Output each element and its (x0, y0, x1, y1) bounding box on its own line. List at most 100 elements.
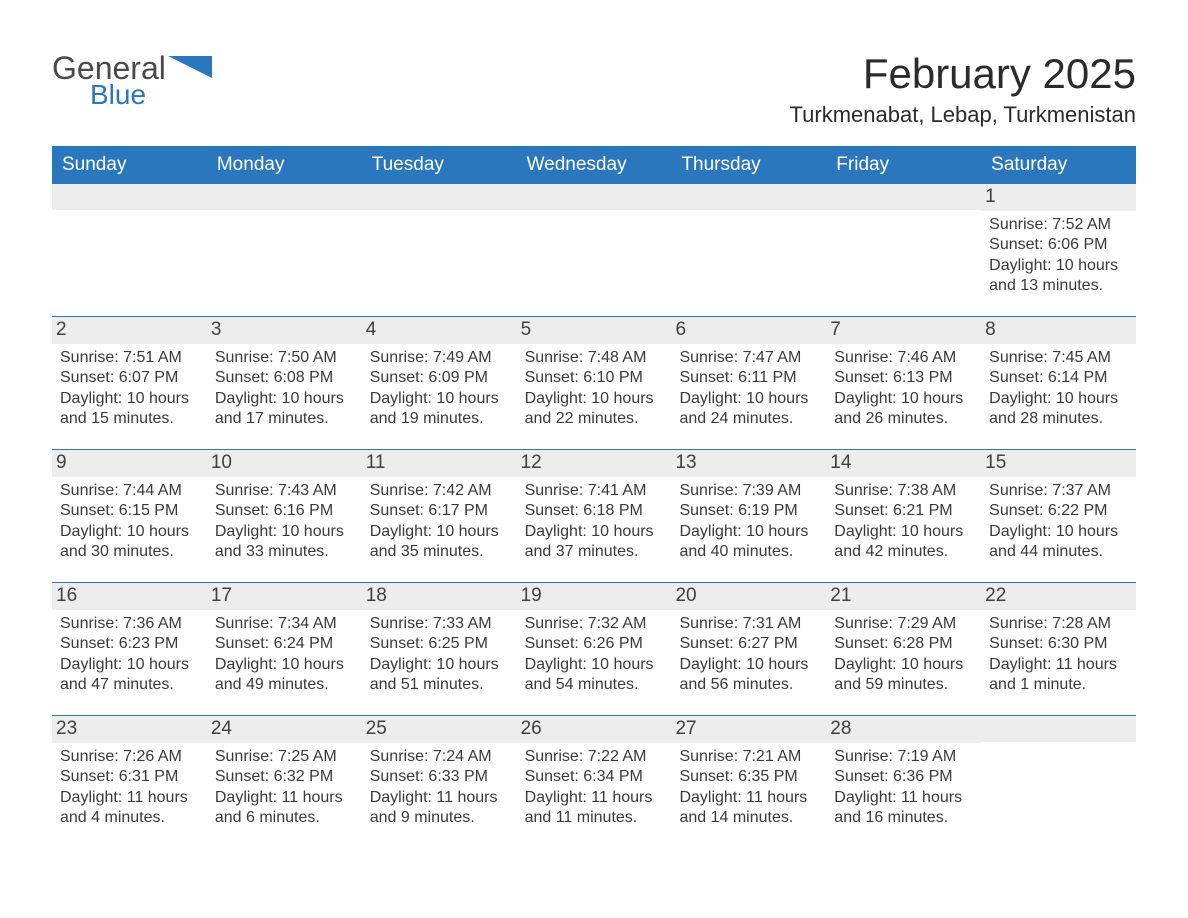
day-number: 9 (52, 450, 207, 477)
day-detail: Sunrise: 7:19 AMSunset: 6:36 PMDaylight:… (834, 747, 973, 829)
day-number: 7 (826, 317, 981, 344)
day-detail: Sunrise: 7:24 AMSunset: 6:33 PMDaylight:… (370, 747, 509, 829)
day-detail: Sunrise: 7:26 AMSunset: 6:31 PMDaylight:… (60, 747, 199, 829)
weekday-header: Thursday (671, 148, 826, 184)
day-number: 3 (207, 317, 362, 344)
day-detail: Sunrise: 7:37 AMSunset: 6:22 PMDaylight:… (989, 481, 1128, 563)
day-number: 5 (517, 317, 672, 344)
day-cell (362, 184, 517, 316)
day-detail: Sunrise: 7:38 AMSunset: 6:21 PMDaylight:… (834, 481, 973, 563)
location-subtitle: Turkmenabat, Lebap, Turkmenistan (790, 102, 1136, 128)
day-number: 1 (981, 184, 1136, 211)
day-detail: Sunrise: 7:21 AMSunset: 6:35 PMDaylight:… (679, 747, 818, 829)
day-cell (517, 184, 672, 316)
day-detail: Sunrise: 7:44 AMSunset: 6:15 PMDaylight:… (60, 481, 199, 563)
day-cell: 18 Sunrise: 7:33 AMSunset: 6:25 PMDayligh… (362, 583, 517, 715)
day-cell: 24 Sunrise: 7:25 AMSunset: 6:32 PMDayligh… (207, 716, 362, 848)
day-cell: 22Sunrise: 7:28 AMSunset: 6:30 PMDayligh… (981, 583, 1136, 715)
day-cell: 11 Sunrise: 7:42 AMSunset: 6:17 PMDayligh… (362, 450, 517, 582)
logo: General Blue (52, 50, 212, 111)
day-number: 20 (671, 583, 826, 610)
week-row: 23 Sunrise: 7:26 AMSunset: 6:31 PMDayligh… (52, 715, 1136, 848)
day-cell: 7 Sunrise: 7:46 AMSunset: 6:13 PMDaylight… (826, 317, 981, 449)
day-detail: Sunrise: 7:31 AMSunset: 6:27 PMDaylight:… (679, 614, 818, 696)
day-number (362, 184, 517, 210)
day-number: 12 (517, 450, 672, 477)
day-number: 26 (517, 716, 672, 743)
calendar-body: 1 Sunrise: 7:52 AMSunset: 6:06 PMDaylight… (52, 184, 1136, 848)
day-cell: 14Sunrise: 7:38 AMSunset: 6:21 PMDayligh… (826, 450, 981, 582)
week-row: 16Sunrise: 7:36 AMSunset: 6:23 PMDayligh… (52, 582, 1136, 715)
month-title: February 2025 (790, 50, 1136, 98)
day-detail: Sunrise: 7:33 AMSunset: 6:25 PMDaylight:… (370, 614, 509, 696)
day-number: 27 (671, 716, 826, 743)
day-number: 17 (207, 583, 362, 610)
day-detail: Sunrise: 7:47 AMSunset: 6:11 PMDaylight:… (679, 348, 818, 430)
week-row: 1 Sunrise: 7:52 AMSunset: 6:06 PMDaylight… (52, 184, 1136, 316)
day-cell: 19Sunrise: 7:32 AMSunset: 6:26 PMDayligh… (517, 583, 672, 715)
weekday-header: Sunday (52, 148, 207, 184)
day-number (52, 184, 207, 210)
day-number: 2 (52, 317, 207, 344)
day-cell: 13Sunrise: 7:39 AMSunset: 6:19 PMDayligh… (671, 450, 826, 582)
day-cell: 27 Sunrise: 7:21 AMSunset: 6:35 PMDayligh… (671, 716, 826, 848)
day-cell (826, 184, 981, 316)
day-cell (52, 184, 207, 316)
day-cell (981, 716, 1136, 848)
weekday-header: Saturday (981, 148, 1136, 184)
day-number (826, 184, 981, 210)
day-detail: Sunrise: 7:42 AMSunset: 6:17 PMDaylight:… (370, 481, 509, 563)
day-cell: 2 Sunrise: 7:51 AMSunset: 6:07 PMDaylight… (52, 317, 207, 449)
day-detail: Sunrise: 7:45 AMSunset: 6:14 PMDaylight:… (989, 348, 1128, 430)
weekday-header-row: SundayMondayTuesdayWednesdayThursdayFrid… (52, 148, 1136, 184)
day-cell (207, 184, 362, 316)
day-detail: Sunrise: 7:43 AMSunset: 6:16 PMDaylight:… (215, 481, 354, 563)
header-row: General Blue February 2025 Turkmenabat, … (52, 50, 1136, 140)
day-detail: Sunrise: 7:52 AMSunset: 6:06 PMDaylight:… (989, 215, 1128, 297)
day-number: 6 (671, 317, 826, 344)
day-number: 25 (362, 716, 517, 743)
day-cell: 21Sunrise: 7:29 AMSunset: 6:28 PMDayligh… (826, 583, 981, 715)
day-cell: 23 Sunrise: 7:26 AMSunset: 6:31 PMDayligh… (52, 716, 207, 848)
logo-triangle-icon (168, 56, 212, 84)
title-block: February 2025 Turkmenabat, Lebap, Turkme… (790, 50, 1136, 140)
day-number: 11 (362, 450, 517, 477)
day-number: 24 (207, 716, 362, 743)
day-detail: Sunrise: 7:46 AMSunset: 6:13 PMDaylight:… (834, 348, 973, 430)
day-number (981, 716, 1136, 742)
day-cell: 12 Sunrise: 7:41 AMSunset: 6:18 PMDayligh… (517, 450, 672, 582)
day-cell: 5 Sunrise: 7:48 AMSunset: 6:10 PMDaylight… (517, 317, 672, 449)
day-number: 4 (362, 317, 517, 344)
day-detail: Sunrise: 7:51 AMSunset: 6:07 PMDaylight:… (60, 348, 199, 430)
day-detail: Sunrise: 7:41 AMSunset: 6:18 PMDaylight:… (525, 481, 664, 563)
week-row: 9 Sunrise: 7:44 AMSunset: 6:15 PMDaylight… (52, 449, 1136, 582)
day-cell: 4 Sunrise: 7:49 AMSunset: 6:09 PMDaylight… (362, 317, 517, 449)
weekday-header: Monday (207, 148, 362, 184)
day-cell: 6 Sunrise: 7:47 AMSunset: 6:11 PMDaylight… (671, 317, 826, 449)
day-detail: Sunrise: 7:48 AMSunset: 6:10 PMDaylight:… (525, 348, 664, 430)
weekday-header: Friday (826, 148, 981, 184)
day-cell: 8 Sunrise: 7:45 AMSunset: 6:14 PMDaylight… (981, 317, 1136, 449)
day-cell (671, 184, 826, 316)
day-number: 8 (981, 317, 1136, 344)
weekday-header: Tuesday (362, 148, 517, 184)
day-number: 18 (362, 583, 517, 610)
day-cell: 1 Sunrise: 7:52 AMSunset: 6:06 PMDaylight… (981, 184, 1136, 316)
day-number: 15 (981, 450, 1136, 477)
day-cell: 3Sunrise: 7:50 AMSunset: 6:08 PMDaylight… (207, 317, 362, 449)
day-cell: 10Sunrise: 7:43 AMSunset: 6:16 PMDayligh… (207, 450, 362, 582)
day-cell: 17Sunrise: 7:34 AMSunset: 6:24 PMDayligh… (207, 583, 362, 715)
day-number (207, 184, 362, 210)
day-number: 16 (52, 583, 207, 610)
week-row: 2 Sunrise: 7:51 AMSunset: 6:07 PMDaylight… (52, 316, 1136, 449)
weekday-header: Wednesday (517, 148, 672, 184)
day-number (671, 184, 826, 210)
day-detail: Sunrise: 7:49 AMSunset: 6:09 PMDaylight:… (370, 348, 509, 430)
day-cell: 15 Sunrise: 7:37 AMSunset: 6:22 PMDayligh… (981, 450, 1136, 582)
day-number: 23 (52, 716, 207, 743)
day-detail: Sunrise: 7:22 AMSunset: 6:34 PMDaylight:… (525, 747, 664, 829)
day-cell: 9 Sunrise: 7:44 AMSunset: 6:15 PMDaylight… (52, 450, 207, 582)
day-number: 19 (517, 583, 672, 610)
calendar: SundayMondayTuesdayWednesdayThursdayFrid… (52, 146, 1136, 848)
day-detail: Sunrise: 7:25 AMSunset: 6:32 PMDaylight:… (215, 747, 354, 829)
